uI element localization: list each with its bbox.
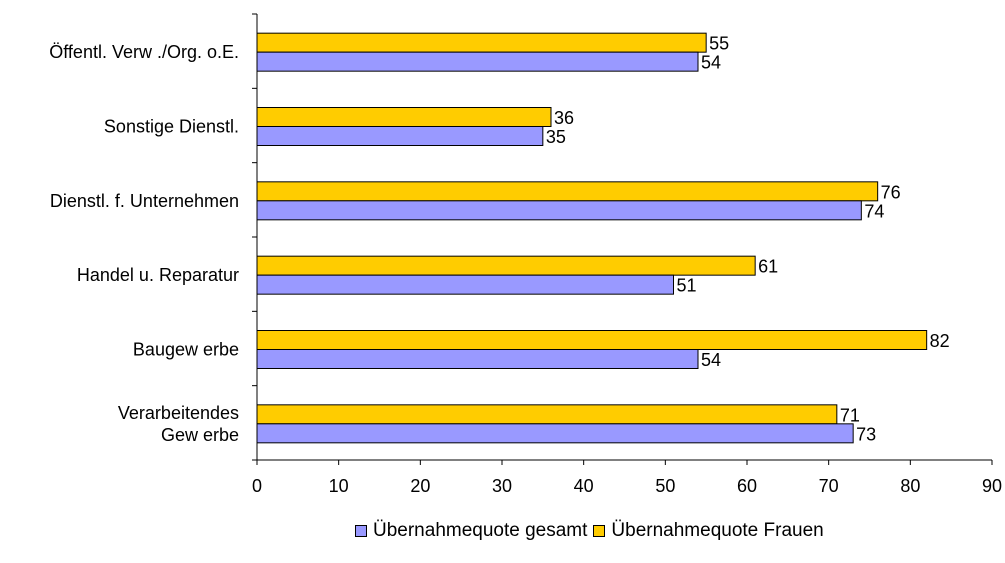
data-label-gesamt-1: 54 <box>701 350 721 370</box>
bar-frauen-5 <box>256 32 707 53</box>
legend-item-gesamt: Übernahmequote gesamt <box>355 520 587 542</box>
data-label-gesamt-5: 54 <box>701 53 721 73</box>
axes-group <box>252 13 993 465</box>
x-tick-label-5: 50 <box>655 476 675 496</box>
bar-frauen-3 <box>256 181 879 202</box>
data-label-gesamt-0: 73 <box>856 424 876 444</box>
data-label-frauen-4: 36 <box>554 108 574 128</box>
legend-swatch-gesamt <box>355 525 367 537</box>
x-tick-label-9: 90 <box>982 476 1002 496</box>
x-tick-label-8: 80 <box>900 476 920 496</box>
data-label-frauen-3: 76 <box>881 182 901 202</box>
x-tick-label-1: 10 <box>329 476 349 496</box>
bar-gesamt-4 <box>256 126 544 146</box>
category-label-4-0: Sonstige Dienstl. <box>104 117 239 137</box>
category-label-2-0: Handel u. Reparatur <box>77 265 239 285</box>
x-tick-label-7: 70 <box>819 476 839 496</box>
legend-swatch-frauen <box>593 525 606 537</box>
category-label-0-1: Gew erbe <box>161 425 239 445</box>
x-tick-label-2: 20 <box>410 476 430 496</box>
bar-frauen-0 <box>256 404 838 425</box>
data-label-frauen-2: 61 <box>758 257 778 277</box>
data-label-frauen-5: 55 <box>709 34 729 54</box>
legend: Übernahmequote gesamt Übernahmequote Fra… <box>355 520 830 542</box>
x-tick-label-6: 60 <box>737 476 757 496</box>
data-label-frauen-1: 82 <box>930 331 950 351</box>
bar-frauen-1 <box>256 330 928 350</box>
category-label-3-0: Dienstl. f. Unternehmen <box>50 191 239 211</box>
category-label-1-0: Baugew erbe <box>133 340 239 360</box>
bar-gesamt-0 <box>256 423 854 444</box>
bar-frauen-2 <box>256 255 756 276</box>
bar-frauen-4 <box>256 107 552 127</box>
x-tick-label-3: 30 <box>492 476 512 496</box>
bar-gesamt-5 <box>256 51 699 72</box>
bar-gesamt-2 <box>256 274 674 295</box>
x-tick-label-4: 40 <box>574 476 594 496</box>
bar-gesamt-3 <box>256 200 862 221</box>
x-tick-label-0: 0 <box>252 476 262 496</box>
bar-gesamt-1 <box>256 349 699 369</box>
legend-item-frauen: Übernahmequote Frauen <box>593 520 824 542</box>
data-label-gesamt-2: 51 <box>677 276 697 296</box>
category-label-5-0: Öffentl. Verw ./Org. o.E. <box>49 42 239 62</box>
category-label-0-0: Verarbeitendes <box>118 403 239 423</box>
bars-group <box>256 32 928 444</box>
data-label-gesamt-3: 74 <box>864 201 884 221</box>
legend-label-frauen: Übernahmequote Frauen <box>611 520 824 541</box>
legend-label-gesamt: Übernahmequote gesamt <box>373 520 588 541</box>
data-label-frauen-0: 71 <box>840 405 860 425</box>
data-label-gesamt-4: 35 <box>546 127 566 147</box>
